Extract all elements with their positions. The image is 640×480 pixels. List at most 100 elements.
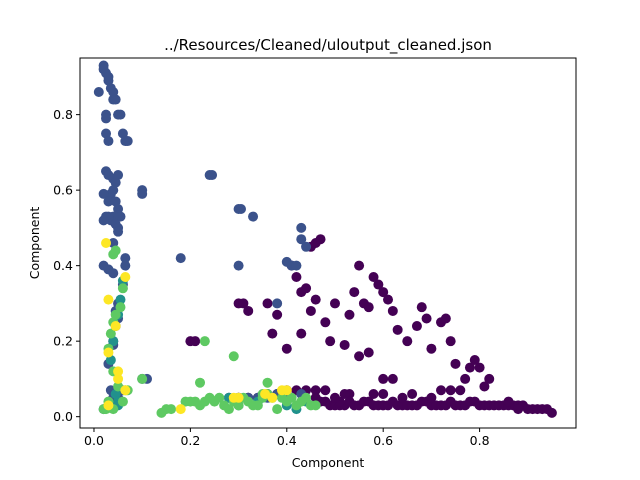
data-point-series-1 <box>105 188 116 199</box>
data-point-series-0 <box>387 305 398 316</box>
data-point-series-4 <box>103 294 114 305</box>
data-point-series-2 <box>105 355 116 366</box>
data-point-series-3 <box>214 392 225 403</box>
data-point-series-0 <box>296 328 307 339</box>
data-point-series-0 <box>349 287 360 298</box>
data-point-series-0 <box>243 305 254 316</box>
data-point-series-1 <box>98 188 109 199</box>
data-point-series-0 <box>373 279 384 290</box>
data-point-series-0 <box>402 336 413 347</box>
data-point-series-3 <box>105 328 116 339</box>
data-point-series-1 <box>122 136 133 147</box>
data-point-series-4 <box>233 392 244 403</box>
chart-title: ../Resources/Cleaned/uloutput_cleaned.js… <box>164 36 492 55</box>
data-point-series-4 <box>103 400 114 411</box>
data-point-series-3 <box>223 404 234 415</box>
data-point-series-0 <box>354 351 365 362</box>
data-point-series-0 <box>344 309 355 320</box>
data-point-series-4 <box>267 392 278 403</box>
data-point-series-0 <box>281 343 292 354</box>
data-point-series-0 <box>383 294 394 305</box>
data-point-series-0 <box>301 283 312 294</box>
y-tick-label: 0.8 <box>53 107 73 122</box>
data-point-series-0 <box>407 389 418 400</box>
data-point-series-1 <box>137 188 148 199</box>
x-tick-label: 0.0 <box>84 433 104 448</box>
data-point-series-3 <box>233 400 244 411</box>
data-point-series-4 <box>281 385 292 396</box>
data-point-series-3 <box>310 400 321 411</box>
data-point-series-3 <box>262 377 273 388</box>
data-point-series-0 <box>305 305 316 316</box>
plot-frame <box>79 57 577 429</box>
x-axis-label: Component <box>292 455 365 470</box>
data-point-series-0 <box>238 298 249 309</box>
data-point-series-1 <box>301 241 312 252</box>
data-point-series-0 <box>310 294 321 305</box>
data-point-series-1 <box>103 136 114 147</box>
data-point-series-1 <box>98 215 109 226</box>
data-point-series-1 <box>291 260 302 271</box>
x-tick-label: 0.6 <box>373 433 393 448</box>
data-point-series-0 <box>320 317 331 328</box>
data-point-series-0 <box>503 396 514 407</box>
data-point-series-1 <box>175 253 186 264</box>
data-point-series-0 <box>426 392 437 403</box>
data-point-series-1 <box>110 177 121 188</box>
data-point-series-4 <box>113 373 124 384</box>
data-point-series-1 <box>103 196 114 207</box>
data-point-series-4 <box>103 347 114 358</box>
data-point-series-3 <box>195 377 206 388</box>
data-point-series-2 <box>110 389 121 400</box>
data-point-series-0 <box>354 260 365 271</box>
data-point-series-1 <box>120 260 131 271</box>
data-point-series-0 <box>450 358 461 369</box>
data-point-series-1 <box>113 226 124 237</box>
data-point-series-0 <box>363 302 374 313</box>
x-tick-label: 0.2 <box>180 433 200 448</box>
data-point-series-0 <box>479 381 490 392</box>
x-tick-label: 0.4 <box>277 433 297 448</box>
data-point-series-0 <box>320 385 331 396</box>
data-point-series-1 <box>117 128 128 139</box>
data-point-series-3 <box>115 302 126 313</box>
data-point-series-3 <box>166 404 177 415</box>
data-point-series-1 <box>110 196 121 207</box>
data-point-series-0 <box>378 373 389 384</box>
data-point-series-1 <box>207 170 218 181</box>
data-point-series-0 <box>368 271 379 282</box>
y-tick-label: 0.6 <box>53 183 73 198</box>
data-point-series-0 <box>190 336 201 347</box>
data-point-series-3 <box>252 400 263 411</box>
data-point-series-1 <box>233 260 244 271</box>
data-point-series-4 <box>120 271 131 282</box>
data-point-series-3 <box>286 392 297 403</box>
data-point-series-0 <box>363 347 374 358</box>
data-point-series-1 <box>108 238 119 248</box>
data-point-series-4 <box>101 238 112 248</box>
data-point-series-1 <box>248 211 259 222</box>
data-point-series-3 <box>117 283 128 294</box>
data-point-series-0 <box>387 373 398 384</box>
data-point-series-0 <box>339 389 350 400</box>
data-point-series-1 <box>103 75 114 86</box>
data-point-series-0 <box>474 362 485 373</box>
y-tick-label: 0.4 <box>53 258 73 273</box>
x-tick-label: 0.8 <box>470 433 490 448</box>
data-point-series-0 <box>315 234 326 245</box>
data-point-series-1 <box>115 109 126 120</box>
data-point-series-1 <box>272 298 283 309</box>
data-point-series-0 <box>421 313 432 324</box>
data-point-series-3 <box>272 404 283 415</box>
data-point-series-1 <box>115 211 126 222</box>
data-point-series-1 <box>93 86 104 97</box>
data-point-series-1 <box>113 204 124 215</box>
data-point-series-0 <box>291 271 302 282</box>
data-point-series-0 <box>262 298 273 309</box>
data-point-series-3 <box>110 309 121 320</box>
x-axis: 0.0 0.2 0.4 0.6 0.8 <box>84 428 490 448</box>
data-point-series-3 <box>301 392 312 403</box>
data-point-series-0 <box>546 407 557 418</box>
data-point-series-0 <box>397 392 408 403</box>
data-point-series-1 <box>110 94 121 105</box>
